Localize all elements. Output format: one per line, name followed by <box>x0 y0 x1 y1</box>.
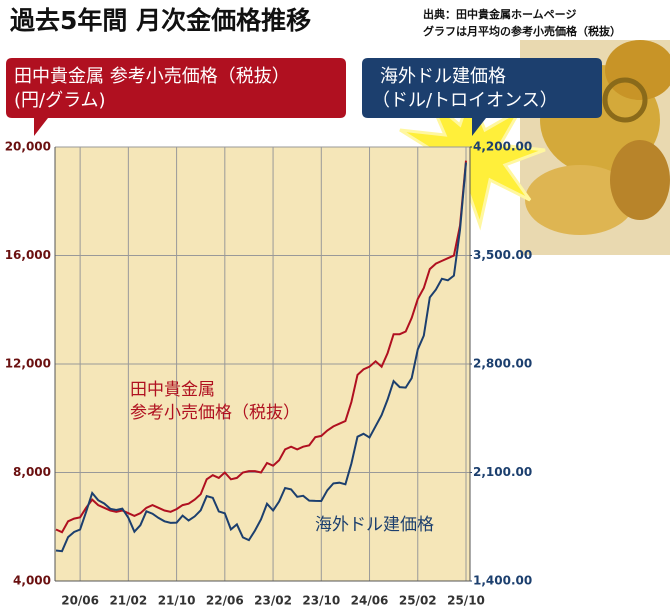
x-tick-label: 23/10 <box>302 594 340 608</box>
x-tick-label: 20/06 <box>61 594 99 608</box>
x-tick-label: 24/06 <box>351 594 389 608</box>
series-annotation: 田中貴金属 <box>130 380 215 400</box>
y2-tick-label: 3,500.00 <box>473 248 532 262</box>
y2-tick-label: 2,800.00 <box>473 357 532 371</box>
x-tick-label: 25/02 <box>399 594 437 608</box>
x-tick-label: 22/06 <box>206 594 244 608</box>
y2-tick-label: 2,100.00 <box>473 465 532 479</box>
source: グラフは月平均の参考小売価格（税抜） <box>423 24 621 38</box>
legend-label: 海外ドル建価格 <box>380 66 506 87</box>
y-tick-label: 4,000 <box>13 574 51 588</box>
x-tick-label: 21/10 <box>158 594 196 608</box>
y2-tick-label: 1,400.00 <box>473 574 532 588</box>
gold-piece <box>605 40 670 100</box>
x-tick-label: 23/02 <box>254 594 292 608</box>
series-annotation: 海外ドル建価格 <box>315 515 434 535</box>
gold-piece <box>610 140 670 220</box>
series-annotation: 参考小売価格（税抜） <box>130 403 300 423</box>
gold-piece <box>525 165 635 235</box>
source: 出典：田中貴金属ホームページ <box>423 7 576 21</box>
y-tick-label: 20,000 <box>5 140 51 154</box>
legend-unit: (円/グラム) <box>14 90 106 111</box>
legend-box <box>6 58 346 136</box>
x-tick-label: 21/02 <box>109 594 147 608</box>
y-tick-label: 12,000 <box>5 357 51 371</box>
series-line <box>55 162 467 553</box>
chart-title: 過去5年間 月次金価格推移 <box>10 6 311 35</box>
y-tick-label: 8,000 <box>13 465 51 479</box>
legend-box <box>362 58 602 136</box>
y-tick-label: 16,000 <box>5 248 51 262</box>
legend-unit: （ドル/トロイオンス） <box>372 90 558 111</box>
y2-tick-label: 4,200.00 <box>473 140 532 154</box>
legend-label: 田中貴金属 参考小売価格（税抜） <box>14 66 290 87</box>
gold-ring <box>602 77 648 123</box>
x-tick-label: 25/10 <box>447 594 485 608</box>
